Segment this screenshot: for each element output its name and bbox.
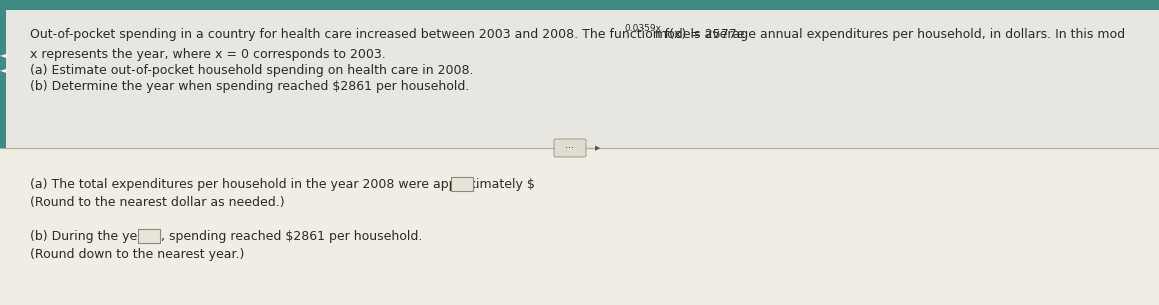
Text: (a) Estimate out-of-pocket household spending on health care in 2008.: (a) Estimate out-of-pocket household spe… bbox=[30, 64, 474, 77]
Bar bbox=[0, 0, 1159, 10]
Text: (b) Determine the year when spending reached $2861 per household.: (b) Determine the year when spending rea… bbox=[30, 80, 469, 93]
Text: (b) During the year: (b) During the year bbox=[30, 230, 154, 243]
Bar bbox=[0, 148, 1159, 305]
Text: ▶: ▶ bbox=[595, 145, 600, 151]
Text: .: . bbox=[474, 178, 479, 191]
Text: (Round down to the nearest year.): (Round down to the nearest year.) bbox=[30, 248, 245, 261]
Bar bbox=[0, 10, 6, 148]
Text: ◄: ◄ bbox=[0, 66, 6, 74]
Text: (a) The total expenditures per household in the year 2008 were approximately $: (a) The total expenditures per household… bbox=[30, 178, 534, 191]
Text: 0.0359x: 0.0359x bbox=[624, 24, 661, 33]
FancyBboxPatch shape bbox=[554, 139, 586, 157]
Text: , spending reached $2861 per household.: , spending reached $2861 per household. bbox=[161, 230, 422, 243]
Bar bbox=[0, 10, 1159, 148]
Text: models average annual expenditures per household, in dollars. In this mod: models average annual expenditures per h… bbox=[651, 28, 1125, 41]
Text: ···: ··· bbox=[566, 143, 575, 153]
Text: Out-of-pocket spending in a country for health care increased between 2003 and 2: Out-of-pocket spending in a country for … bbox=[30, 28, 744, 41]
Text: (Round to the nearest dollar as needed.): (Round to the nearest dollar as needed.) bbox=[30, 196, 285, 209]
Text: ◄: ◄ bbox=[0, 51, 6, 59]
Text: x represents the year, where x = 0 corresponds to 2003.: x represents the year, where x = 0 corre… bbox=[30, 48, 386, 61]
Bar bbox=[451, 177, 473, 191]
Bar bbox=[138, 229, 160, 243]
